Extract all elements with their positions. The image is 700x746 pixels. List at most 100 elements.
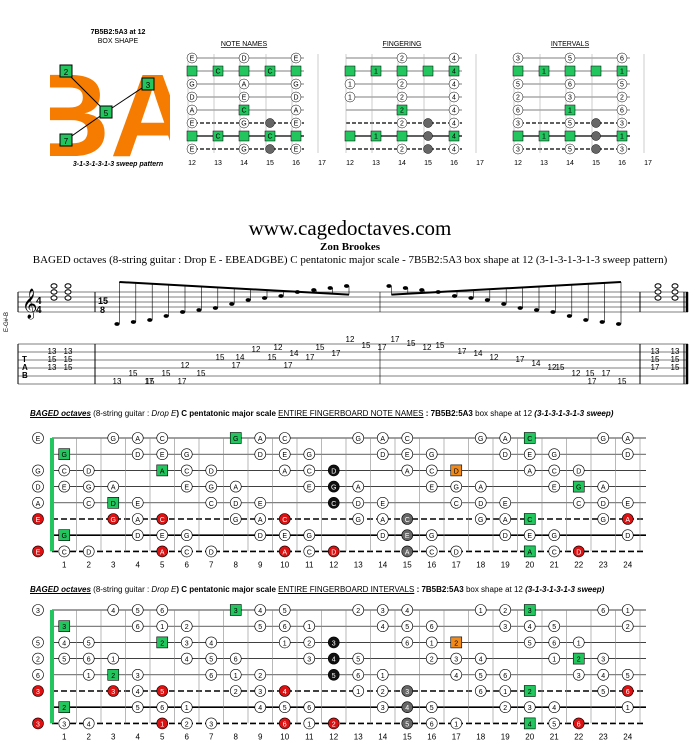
mini-dot-label: E bbox=[294, 56, 299, 63]
site-url[interactable]: www.cagedoctaves.com bbox=[248, 216, 452, 240]
scale-note-label: 2 bbox=[62, 705, 66, 712]
scale-note-dot bbox=[548, 464, 561, 477]
note-head bbox=[517, 306, 523, 310]
tab-number: 14 bbox=[236, 353, 245, 362]
mini-root-dot bbox=[264, 65, 276, 77]
fret-number: 1 bbox=[62, 560, 67, 569]
open-string-label: 2 bbox=[36, 657, 40, 664]
note-head bbox=[114, 322, 120, 326]
tab-number: 13 bbox=[671, 347, 680, 356]
mini-root-dot bbox=[212, 130, 224, 142]
scale-note-dot bbox=[180, 652, 193, 665]
scale-note-dot bbox=[205, 497, 218, 509]
scale-note-label: G bbox=[429, 533, 434, 540]
scale-note-dot bbox=[303, 529, 316, 541]
mini-dot-label: 4 bbox=[452, 108, 456, 115]
scale-note-dot bbox=[401, 513, 414, 525]
mini-fret-number: 12 bbox=[188, 160, 196, 167]
fret-number: 6 bbox=[185, 732, 190, 741]
note-head bbox=[278, 294, 284, 298]
note-head bbox=[311, 288, 317, 292]
scale-note-dot bbox=[425, 701, 438, 713]
mini-dot-label: A bbox=[190, 108, 195, 115]
scale-note-dot bbox=[58, 545, 71, 558]
scale-note-dot bbox=[180, 529, 193, 541]
scale-note-label: A bbox=[503, 517, 508, 524]
scale-note-dot bbox=[205, 464, 218, 477]
mini-dot bbox=[423, 144, 433, 154]
note-head bbox=[452, 294, 458, 298]
scale-note-label: 3 bbox=[528, 705, 532, 712]
mini-dot-label: 4 bbox=[452, 82, 456, 89]
svg-text:8: 8 bbox=[100, 305, 105, 315]
scale-note-label: G bbox=[111, 517, 116, 524]
fret-number: 21 bbox=[550, 732, 559, 741]
mini-dot-label: 5 bbox=[620, 82, 624, 89]
tab-number: 15 bbox=[556, 363, 565, 372]
shape-title-line2: BOX SHAPE bbox=[97, 38, 139, 45]
open-string-label: 3 bbox=[36, 608, 40, 615]
scale-note-dot bbox=[180, 636, 193, 649]
scale-note-dot bbox=[278, 685, 291, 697]
scale-note-dot bbox=[131, 685, 144, 697]
scale-note-label: E bbox=[527, 533, 532, 540]
scale-note-label: 4 bbox=[136, 689, 140, 696]
scale-note-dot bbox=[425, 529, 438, 541]
mini-root-dot bbox=[370, 65, 382, 77]
scale-note-dot bbox=[499, 669, 512, 681]
scale-note-label: D bbox=[111, 501, 116, 508]
scale-note-dot bbox=[131, 497, 144, 509]
scale-note-label: 4 bbox=[552, 705, 556, 712]
scale-note-box bbox=[523, 604, 536, 616]
note-head bbox=[327, 286, 333, 290]
open-string-dot bbox=[32, 717, 44, 730]
fret-number: 23 bbox=[599, 732, 608, 741]
scale-note-dot bbox=[499, 513, 512, 525]
scale-note-dot bbox=[548, 717, 561, 730]
fret-number: 4 bbox=[136, 560, 141, 569]
scale-note-dot bbox=[303, 545, 316, 558]
scale-note-dot bbox=[499, 701, 512, 713]
scale-note-label: 4 bbox=[528, 624, 532, 631]
scale-note-label: D bbox=[356, 501, 361, 508]
scale-note-label: E bbox=[405, 533, 410, 540]
mini-dot bbox=[512, 91, 524, 103]
ba-shape-diagram: BA 2 3 5 7 bbox=[50, 50, 170, 160]
scale-note-dot bbox=[548, 448, 561, 461]
scale-note-label: 5 bbox=[258, 624, 262, 631]
mini-fret-number: 17 bbox=[318, 160, 326, 167]
scale-note-label: D bbox=[135, 452, 140, 459]
scale-note-label: 6 bbox=[405, 640, 409, 647]
scale-note-dot bbox=[229, 513, 242, 525]
mini-dot bbox=[396, 52, 408, 64]
scale-note-label: 5 bbox=[283, 608, 287, 615]
scale-note-label: A bbox=[135, 517, 140, 524]
scale-note-box bbox=[156, 636, 169, 649]
scale-note-dot bbox=[131, 701, 144, 713]
score-group: 𝄞44158TAB1315131315151315171515171215151… bbox=[17, 281, 689, 386]
scale-note-label: A bbox=[478, 485, 483, 492]
scale-note-label: 4 bbox=[62, 640, 66, 647]
scale-note-dot bbox=[572, 545, 585, 558]
tab-clef: T bbox=[22, 355, 27, 364]
chord-note bbox=[654, 295, 662, 301]
scale-note-label: 1 bbox=[160, 721, 164, 728]
scale-note-label: D bbox=[233, 501, 238, 508]
fingerboard-note-names: E G D A E E G A C G A C G A C G A C G A G D E G D E G D E G D E G D C D A C D A… bbox=[32, 432, 646, 569]
scale-note-label: 6 bbox=[356, 673, 360, 680]
scale-note-dot bbox=[548, 636, 561, 649]
scale-note-label: G bbox=[184, 533, 189, 540]
scale-note-dot bbox=[523, 636, 536, 649]
mini-dot bbox=[616, 104, 628, 116]
scale-note-dot bbox=[425, 717, 438, 730]
scale-note-dot bbox=[180, 448, 193, 461]
mini-dot-label: 2 bbox=[400, 147, 404, 154]
scale-note-dot bbox=[376, 448, 389, 461]
scale-note-box bbox=[523, 685, 536, 697]
scale-note-dot bbox=[376, 513, 389, 525]
scale-note-label: E bbox=[282, 452, 287, 459]
scale-note-label: 1 bbox=[307, 721, 311, 728]
scale-note-dot bbox=[278, 717, 291, 730]
mini-dot bbox=[238, 91, 250, 103]
scale-note-dot bbox=[278, 545, 291, 558]
